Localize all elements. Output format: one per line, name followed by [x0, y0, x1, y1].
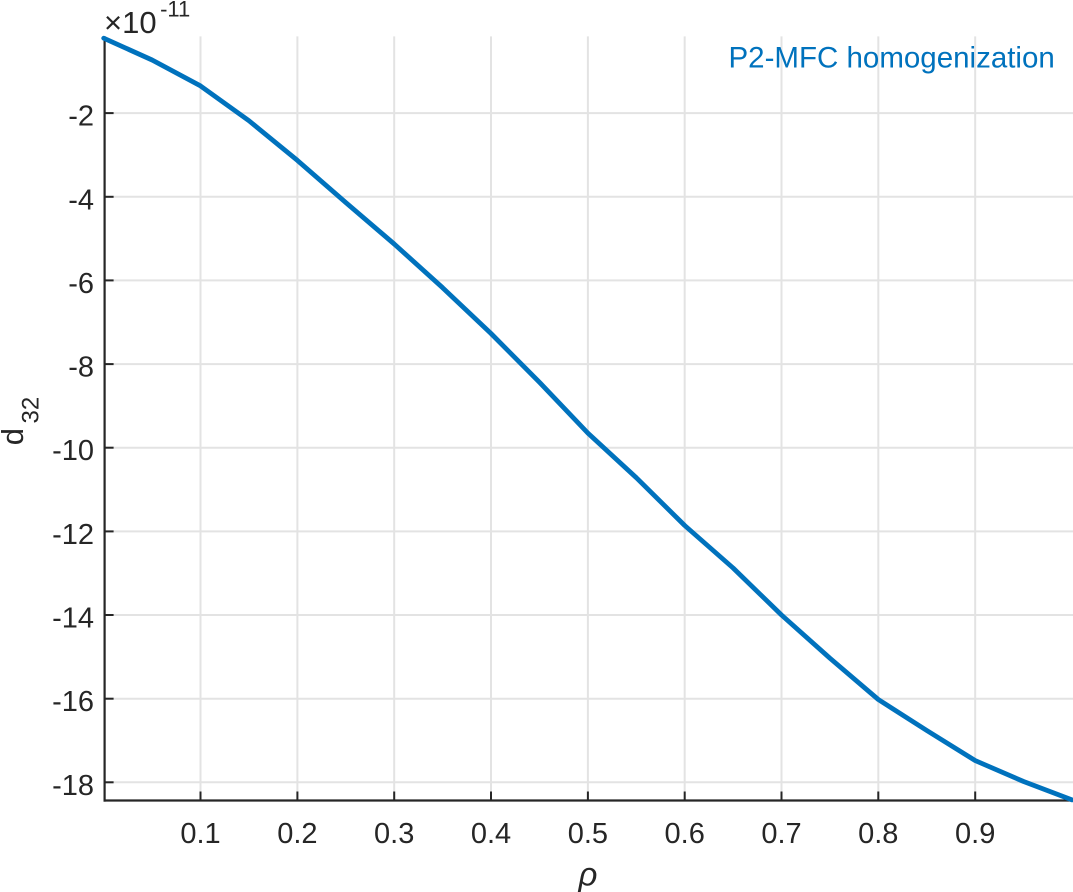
svg-text:0.2: 0.2	[277, 818, 317, 850]
svg-text:0.5: 0.5	[568, 818, 608, 850]
svg-text:-2: -2	[68, 101, 94, 133]
svg-text:0.1: 0.1	[180, 818, 220, 850]
svg-text:0.6: 0.6	[665, 818, 705, 850]
svg-text:-16: -16	[52, 686, 94, 718]
svg-text:0.3: 0.3	[374, 818, 414, 850]
svg-text:-6: -6	[68, 268, 94, 300]
svg-text:-10: -10	[52, 435, 94, 467]
svg-text:-4: -4	[68, 184, 94, 216]
svg-text:-18: -18	[52, 770, 94, 802]
svg-text:ρ: ρ	[578, 856, 598, 892]
svg-text:×10-11: ×10 -11	[104, 0, 190, 40]
svg-text:-12: -12	[52, 519, 94, 551]
svg-text:d32: d32	[0, 397, 45, 445]
svg-text:0.9: 0.9	[955, 818, 995, 850]
svg-text:-8: -8	[68, 352, 94, 384]
svg-text:0.7: 0.7	[761, 818, 801, 850]
svg-text:P2-MFC homogenization: P2-MFC homogenization	[729, 42, 1055, 75]
svg-text:-14: -14	[52, 603, 94, 635]
svg-text:0.8: 0.8	[858, 818, 898, 850]
svg-text:0.4: 0.4	[471, 818, 511, 850]
